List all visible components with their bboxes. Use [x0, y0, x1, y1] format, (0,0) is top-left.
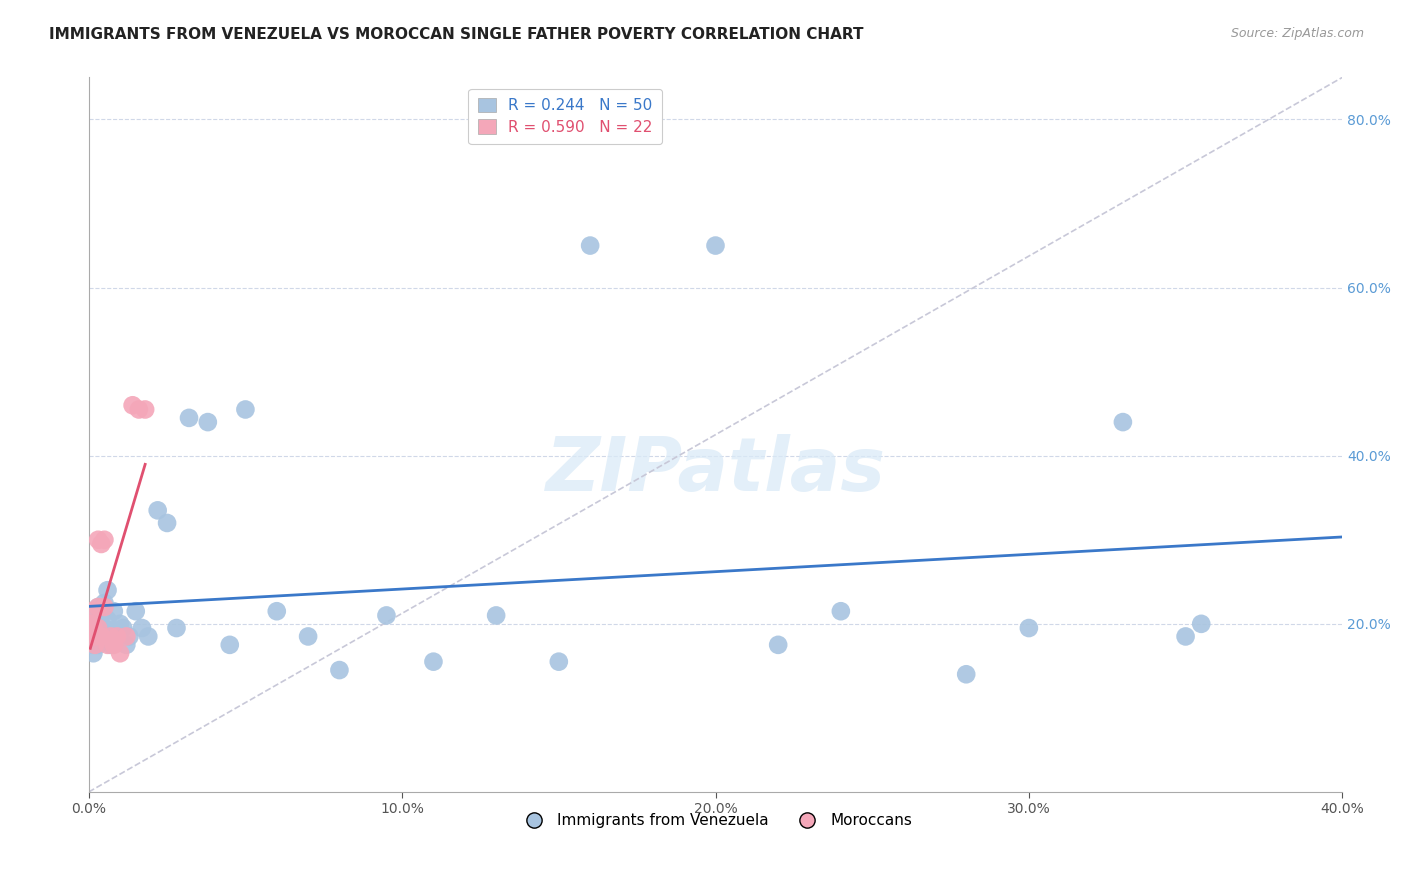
Point: [156, 516, 179, 530]
Point: [422, 655, 444, 669]
Point: [87, 533, 110, 547]
Point: [80, 616, 103, 631]
Point: [1018, 621, 1040, 635]
Point: [125, 604, 148, 618]
Point: [87, 600, 110, 615]
Point: [955, 667, 977, 681]
Point: [197, 415, 219, 429]
Point: [328, 663, 350, 677]
Point: [547, 655, 569, 669]
Point: [218, 638, 240, 652]
Point: [1174, 630, 1197, 644]
Point: [87, 638, 110, 652]
Point: [375, 608, 398, 623]
Point: [90, 537, 112, 551]
Point: [177, 410, 200, 425]
Point: [166, 621, 188, 635]
Point: [830, 604, 852, 618]
Point: [80, 638, 103, 652]
Point: [1112, 415, 1135, 429]
Legend: Immigrants from Venezuela, Moroccans: Immigrants from Venezuela, Moroccans: [513, 807, 918, 834]
Point: [266, 604, 288, 618]
Point: [80, 604, 103, 618]
Point: [80, 630, 103, 644]
Point: [112, 621, 135, 635]
Point: [93, 533, 115, 547]
Point: [93, 600, 115, 615]
Point: [103, 604, 125, 618]
Point: [93, 621, 115, 635]
Point: [100, 630, 122, 644]
Point: [115, 630, 138, 644]
Point: [118, 630, 141, 644]
Point: [84, 630, 107, 644]
Point: [96, 613, 118, 627]
Point: [105, 630, 128, 644]
Point: [108, 616, 131, 631]
Point: [93, 596, 115, 610]
Point: [79, 621, 101, 635]
Point: [115, 638, 138, 652]
Point: [90, 608, 112, 623]
Point: [1189, 616, 1212, 631]
Text: IMMIGRANTS FROM VENEZUELA VS MOROCCAN SINGLE FATHER POVERTY CORRELATION CHART: IMMIGRANTS FROM VENEZUELA VS MOROCCAN SI…: [49, 27, 863, 42]
Point: [90, 630, 112, 644]
Point: [103, 638, 125, 652]
Point: [766, 638, 789, 652]
Point: [84, 638, 107, 652]
Point: [84, 604, 107, 618]
Point: [128, 402, 150, 417]
Point: [108, 646, 131, 660]
Point: [90, 630, 112, 644]
Point: [79, 630, 101, 644]
Point: [105, 630, 128, 644]
Point: [82, 621, 104, 635]
Point: [485, 608, 508, 623]
Point: [84, 630, 107, 644]
Point: [136, 630, 159, 644]
Point: [131, 621, 153, 635]
Point: [146, 503, 169, 517]
Point: [579, 238, 602, 252]
Point: [100, 625, 122, 640]
Point: [82, 646, 104, 660]
Point: [84, 616, 107, 631]
Text: Source: ZipAtlas.com: Source: ZipAtlas.com: [1230, 27, 1364, 40]
Point: [297, 630, 319, 644]
Point: [235, 402, 257, 417]
Point: [87, 600, 110, 615]
Point: [121, 398, 143, 412]
Point: [96, 638, 118, 652]
Point: [96, 583, 118, 598]
Point: [87, 625, 110, 640]
Point: [134, 402, 156, 417]
Point: [704, 238, 727, 252]
Point: [100, 638, 122, 652]
Text: ZIPatlas: ZIPatlas: [546, 434, 886, 507]
Point: [87, 621, 110, 635]
